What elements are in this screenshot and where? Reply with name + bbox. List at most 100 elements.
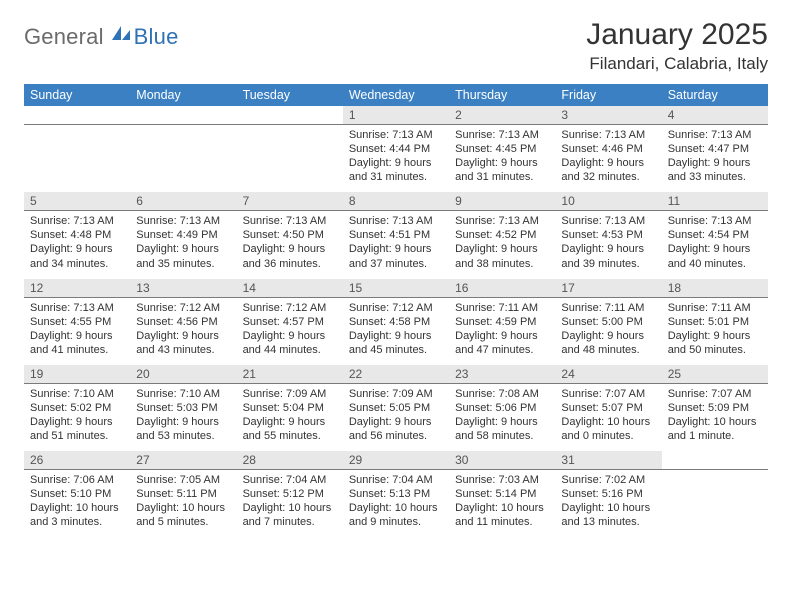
sunset-text: Sunset: 4:50 PM <box>243 228 337 242</box>
sunrise-text: Sunrise: 7:13 AM <box>349 128 443 142</box>
daylight-text: Daylight: 9 hours and 41 minutes. <box>30 329 124 357</box>
daylight-text: Daylight: 9 hours and 35 minutes. <box>136 242 230 270</box>
day-number-cell: 3 <box>555 106 661 125</box>
sunrise-text: Sunrise: 7:13 AM <box>561 214 655 228</box>
sunset-text: Sunset: 4:49 PM <box>136 228 230 242</box>
title-block: January 2025 Filandari, Calabria, Italy <box>586 18 768 74</box>
day-cell <box>24 125 130 193</box>
daylight-text: Daylight: 9 hours and 38 minutes. <box>455 242 549 270</box>
day-number-cell <box>24 106 130 125</box>
daynum-row: 262728293031 <box>24 451 768 470</box>
day-cell: Sunrise: 7:13 AMSunset: 4:47 PMDaylight:… <box>662 125 768 193</box>
sunset-text: Sunset: 4:55 PM <box>30 315 124 329</box>
day-number-cell: 14 <box>237 279 343 298</box>
sunrise-text: Sunrise: 7:09 AM <box>243 387 337 401</box>
day-cell: Sunrise: 7:07 AMSunset: 5:07 PMDaylight:… <box>555 383 661 451</box>
day-number-cell: 20 <box>130 365 236 384</box>
sunrise-text: Sunrise: 7:13 AM <box>455 214 549 228</box>
week-row: Sunrise: 7:10 AMSunset: 5:02 PMDaylight:… <box>24 383 768 451</box>
day-number-cell: 31 <box>555 451 661 470</box>
day-cell: Sunrise: 7:13 AMSunset: 4:45 PMDaylight:… <box>449 125 555 193</box>
location: Filandari, Calabria, Italy <box>586 54 768 74</box>
day-number-cell: 29 <box>343 451 449 470</box>
sunset-text: Sunset: 5:05 PM <box>349 401 443 415</box>
day-number-cell: 28 <box>237 451 343 470</box>
day-header: Friday <box>555 84 661 106</box>
daylight-text: Daylight: 10 hours and 3 minutes. <box>30 501 124 529</box>
sunrise-text: Sunrise: 7:12 AM <box>349 301 443 315</box>
day-number-cell: 16 <box>449 279 555 298</box>
day-header: Monday <box>130 84 236 106</box>
sunset-text: Sunset: 4:44 PM <box>349 142 443 156</box>
sunset-text: Sunset: 5:16 PM <box>561 487 655 501</box>
sunrise-text: Sunrise: 7:05 AM <box>136 473 230 487</box>
sunrise-text: Sunrise: 7:10 AM <box>136 387 230 401</box>
sunset-text: Sunset: 4:51 PM <box>349 228 443 242</box>
sunrise-text: Sunrise: 7:07 AM <box>668 387 762 401</box>
week-row: Sunrise: 7:13 AMSunset: 4:55 PMDaylight:… <box>24 297 768 365</box>
day-cell: Sunrise: 7:04 AMSunset: 5:13 PMDaylight:… <box>343 470 449 538</box>
day-header-row: Sunday Monday Tuesday Wednesday Thursday… <box>24 84 768 106</box>
sunrise-text: Sunrise: 7:13 AM <box>243 214 337 228</box>
week-row: Sunrise: 7:13 AMSunset: 4:44 PMDaylight:… <box>24 125 768 193</box>
daylight-text: Daylight: 9 hours and 31 minutes. <box>349 156 443 184</box>
logo-sail-icon <box>110 24 132 47</box>
daylight-text: Daylight: 10 hours and 9 minutes. <box>349 501 443 529</box>
day-cell: Sunrise: 7:13 AMSunset: 4:55 PMDaylight:… <box>24 297 130 365</box>
day-cell: Sunrise: 7:06 AMSunset: 5:10 PMDaylight:… <box>24 470 130 538</box>
sunset-text: Sunset: 5:14 PM <box>455 487 549 501</box>
sunset-text: Sunset: 5:13 PM <box>349 487 443 501</box>
sunrise-text: Sunrise: 7:13 AM <box>349 214 443 228</box>
day-cell: Sunrise: 7:12 AMSunset: 4:58 PMDaylight:… <box>343 297 449 365</box>
daylight-text: Daylight: 9 hours and 37 minutes. <box>349 242 443 270</box>
day-number-cell: 10 <box>555 192 661 211</box>
day-number-cell: 11 <box>662 192 768 211</box>
week-row: Sunrise: 7:13 AMSunset: 4:48 PMDaylight:… <box>24 211 768 279</box>
day-number-cell: 19 <box>24 365 130 384</box>
day-number-cell: 8 <box>343 192 449 211</box>
daylight-text: Daylight: 9 hours and 47 minutes. <box>455 329 549 357</box>
day-cell <box>662 470 768 538</box>
daynum-row: 567891011 <box>24 192 768 211</box>
sunrise-text: Sunrise: 7:13 AM <box>668 128 762 142</box>
day-header: Saturday <box>662 84 768 106</box>
daylight-text: Daylight: 9 hours and 55 minutes. <box>243 415 337 443</box>
day-number-cell: 26 <box>24 451 130 470</box>
daylight-text: Daylight: 9 hours and 58 minutes. <box>455 415 549 443</box>
sunrise-text: Sunrise: 7:12 AM <box>243 301 337 315</box>
sunset-text: Sunset: 4:53 PM <box>561 228 655 242</box>
daylight-text: Daylight: 10 hours and 11 minutes. <box>455 501 549 529</box>
daylight-text: Daylight: 9 hours and 51 minutes. <box>30 415 124 443</box>
day-cell: Sunrise: 7:13 AMSunset: 4:52 PMDaylight:… <box>449 211 555 279</box>
sunset-text: Sunset: 5:00 PM <box>561 315 655 329</box>
daylight-text: Daylight: 10 hours and 5 minutes. <box>136 501 230 529</box>
day-number-cell: 24 <box>555 365 661 384</box>
day-number-cell: 30 <box>449 451 555 470</box>
day-number-cell: 9 <box>449 192 555 211</box>
day-number-cell: 13 <box>130 279 236 298</box>
day-cell <box>237 125 343 193</box>
day-number-cell: 4 <box>662 106 768 125</box>
daynum-row: 12131415161718 <box>24 279 768 298</box>
daylight-text: Daylight: 10 hours and 1 minute. <box>668 415 762 443</box>
sunset-text: Sunset: 5:04 PM <box>243 401 337 415</box>
sunrise-text: Sunrise: 7:13 AM <box>30 301 124 315</box>
day-cell: Sunrise: 7:13 AMSunset: 4:48 PMDaylight:… <box>24 211 130 279</box>
daylight-text: Daylight: 9 hours and 53 minutes. <box>136 415 230 443</box>
sunrise-text: Sunrise: 7:11 AM <box>668 301 762 315</box>
day-cell: Sunrise: 7:13 AMSunset: 4:46 PMDaylight:… <box>555 125 661 193</box>
day-cell: Sunrise: 7:12 AMSunset: 4:57 PMDaylight:… <box>237 297 343 365</box>
sunrise-text: Sunrise: 7:13 AM <box>668 214 762 228</box>
day-number-cell: 2 <box>449 106 555 125</box>
day-cell: Sunrise: 7:13 AMSunset: 4:53 PMDaylight:… <box>555 211 661 279</box>
day-cell: Sunrise: 7:09 AMSunset: 5:04 PMDaylight:… <box>237 383 343 451</box>
daynum-row: 1234 <box>24 106 768 125</box>
daylight-text: Daylight: 9 hours and 50 minutes. <box>668 329 762 357</box>
sunrise-text: Sunrise: 7:13 AM <box>136 214 230 228</box>
day-cell <box>130 125 236 193</box>
sunset-text: Sunset: 5:12 PM <box>243 487 337 501</box>
sunset-text: Sunset: 4:57 PM <box>243 315 337 329</box>
daynum-row: 19202122232425 <box>24 365 768 384</box>
daylight-text: Daylight: 10 hours and 0 minutes. <box>561 415 655 443</box>
sunset-text: Sunset: 5:11 PM <box>136 487 230 501</box>
